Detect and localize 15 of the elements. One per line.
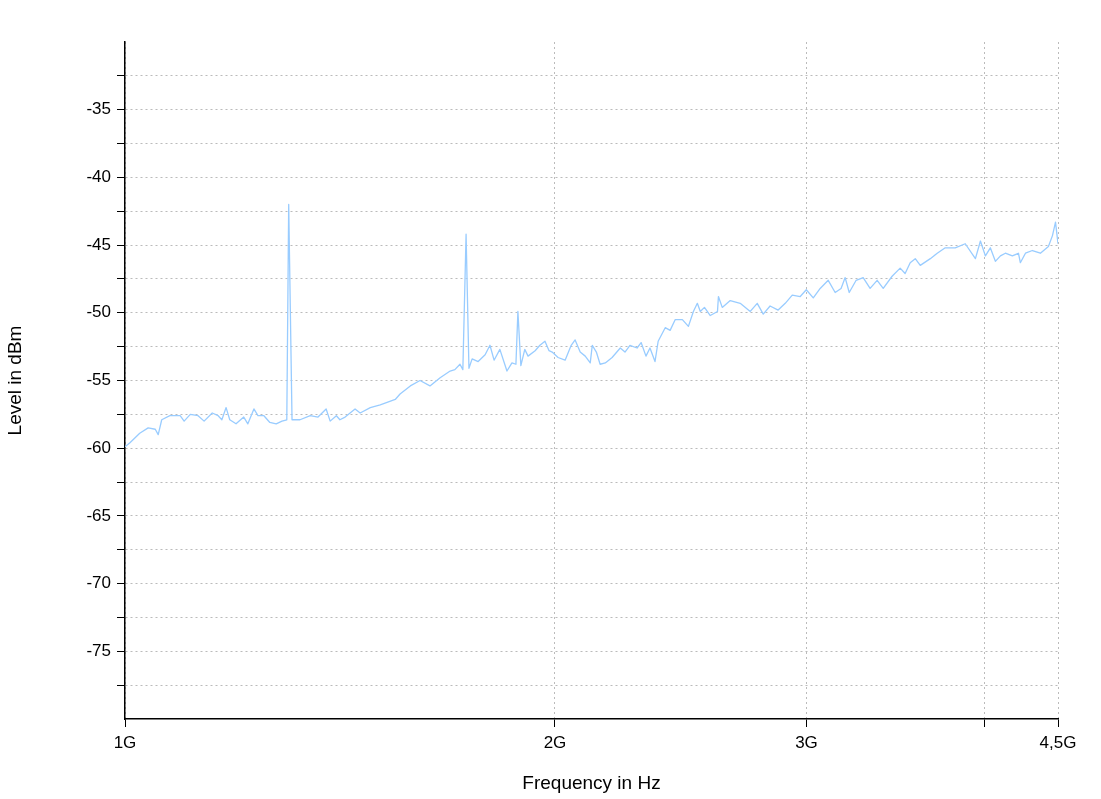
y-tick-label: -50 <box>86 302 111 322</box>
y-tick-label: -70 <box>86 573 111 593</box>
x-tick-label: 2G <box>543 732 567 752</box>
y-tick-label: -75 <box>86 640 111 660</box>
y-tick-label: -60 <box>86 437 111 457</box>
x-tick-label: 4,5G <box>1039 732 1077 752</box>
y-tick-label: -35 <box>86 99 111 119</box>
x-tick-label: 3G <box>795 732 818 752</box>
y-tick-label: -55 <box>86 370 111 390</box>
x-tick-label: 1G <box>113 732 137 752</box>
y-axis-title: Level in dBm <box>3 325 25 436</box>
x-axis-title: Frequency in Hz <box>522 771 661 793</box>
y-tick-label: -45 <box>86 234 111 254</box>
y-tick-label: -40 <box>86 167 111 187</box>
y-tick-label: -65 <box>86 505 111 525</box>
